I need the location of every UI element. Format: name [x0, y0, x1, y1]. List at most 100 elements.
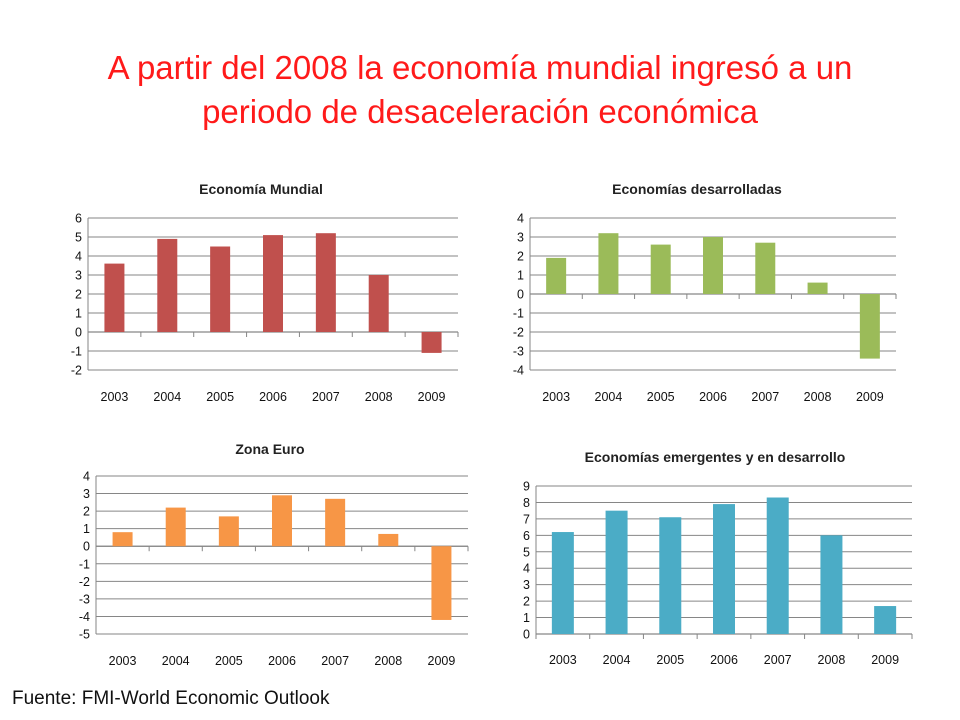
y-tick-label: 3: [75, 269, 82, 283]
bar-2008: [378, 533, 399, 547]
bar-2008: [820, 535, 843, 634]
chart-zona-euro-svg: Zona Euro -5 -4 -3 -2 -1 0 1 2 3 4 2003 2004 2005 2006…: [79, 441, 469, 668]
slide-title-line-1: A partir del 2008 la economía mundial in…: [107, 49, 853, 86]
y-tick-label: -5: [79, 628, 90, 642]
x-tick-label: 2003: [109, 654, 137, 668]
x-tick-label: 2009: [856, 390, 884, 404]
bar-2004: [605, 510, 628, 634]
x-tick-label: 2006: [699, 390, 727, 404]
bar-2004: [598, 233, 619, 294]
chart-economias-emergentes-svg: Economías emergentes y en desarrollo 0 1 2 3…: [523, 449, 913, 667]
x-tick-label: 2006: [268, 654, 296, 668]
bar-2007: [325, 498, 346, 547]
y-tick-label: 5: [75, 231, 82, 245]
bar-2004: [157, 238, 178, 332]
chart-economias-desarrolladas: Economías desarrolladas -4 -3 -2 -1 0 1 2 3 4 2003…: [488, 172, 906, 410]
y-tick-label: 5: [523, 545, 530, 559]
y-tick-label: -3: [513, 345, 524, 359]
bar-2007: [766, 497, 789, 634]
y-tick-label: 4: [83, 470, 90, 484]
x-tick-label: 2008: [818, 653, 846, 667]
y-tick-label: -1: [513, 307, 524, 321]
bar-2009: [874, 606, 897, 634]
source-note: Fuente: FMI-World Economic Outlook: [12, 688, 330, 709]
bar-2003: [546, 257, 567, 294]
y-tick-label: -2: [513, 326, 524, 340]
bar-2003: [112, 532, 133, 547]
y-tick-label: 1: [517, 269, 524, 283]
chart-zona-euro: Zona Euro -5 -4 -3 -2 -1 0 1 2 3 4 2003 2004 2005 2006…: [58, 432, 470, 674]
bar-2006: [272, 495, 292, 547]
chart-economia-mundial-svg: Economía Mundial -2 -1 0 1 2 3 4 5 6 2003 2004 2005 2…: [71, 181, 459, 404]
y-tick-label: -4: [79, 610, 90, 624]
slide-title-line-2: periodo de desaceleración económica: [202, 93, 758, 130]
x-tick-label: 2005: [215, 654, 243, 668]
bar-2009: [421, 332, 442, 353]
y-tick-label: 3: [523, 578, 530, 592]
y-tick-label: 4: [517, 212, 524, 226]
y-tick-label: 2: [75, 288, 82, 302]
bar-2008: [368, 275, 389, 332]
y-tick-label: -2: [71, 364, 82, 378]
y-tick-label: 2: [523, 595, 530, 609]
x-tick-label: 2006: [259, 390, 287, 404]
x-tick-label: 2004: [603, 653, 631, 667]
bar-2004: [165, 507, 186, 547]
chart-economia-mundial: Economía Mundial -2 -1 0 1 2 3 4 5 6 2003 2004 2005 2…: [52, 172, 470, 410]
x-tick-label: 2008: [374, 654, 402, 668]
bar-2007: [755, 242, 776, 294]
y-tick-label: 6: [523, 529, 530, 543]
x-tick-label: 2005: [647, 390, 675, 404]
x-tick-label: 2005: [656, 653, 684, 667]
y-tick-label: 0: [517, 288, 524, 302]
bar-2005: [218, 516, 239, 547]
x-tick-label: 2009: [871, 653, 899, 667]
x-tick-label: 2004: [153, 390, 181, 404]
slide-title: A partir del 2008 la economía mundial in…: [60, 46, 900, 134]
y-tick-label: 2: [517, 250, 524, 264]
y-tick-label: -1: [79, 557, 90, 571]
x-tick-label: 2007: [764, 653, 792, 667]
bar-2008: [807, 282, 828, 294]
x-tick-label: 2004: [162, 654, 190, 668]
bar-2003: [551, 532, 574, 634]
y-tick-label: 1: [523, 611, 530, 625]
bar-2009: [859, 294, 880, 359]
y-tick-label: 0: [75, 326, 82, 340]
chart-title: Zona Euro: [235, 441, 304, 457]
y-tick-label: 3: [517, 231, 524, 245]
y-tick-label: 7: [523, 512, 530, 526]
chart-title: Economías desarrolladas: [612, 181, 782, 197]
y-tick-label: -4: [513, 364, 524, 378]
x-tick-label: 2008: [365, 390, 393, 404]
y-tick-label: -2: [79, 575, 90, 589]
bar-2006: [263, 235, 283, 332]
chart-economias-desarrolladas-svg: Economías desarrolladas -4 -3 -2 -1 0 1 2 3 4 2003…: [513, 181, 897, 404]
x-tick-label: 2003: [549, 653, 577, 667]
y-tick-label: 2: [83, 505, 90, 519]
x-tick-label: 2003: [542, 390, 570, 404]
bar-2005: [210, 246, 231, 332]
x-tick-label: 2007: [312, 390, 340, 404]
x-tick-label: 2003: [101, 390, 129, 404]
y-tick-label: -1: [71, 345, 82, 359]
x-tick-label: 2006: [710, 653, 738, 667]
x-tick-label: 2009: [418, 390, 446, 404]
bar-2005: [650, 244, 671, 294]
y-tick-label: 1: [83, 522, 90, 536]
y-tick-label: 0: [83, 540, 90, 554]
bar-2005: [659, 517, 682, 634]
bar-2006: [703, 237, 723, 294]
x-tick-label: 2007: [321, 654, 349, 668]
chart-title: Economías emergentes y en desarrollo: [585, 449, 846, 465]
x-tick-label: 2004: [595, 390, 623, 404]
bar-2003: [104, 263, 125, 332]
x-tick-label: 2007: [751, 390, 779, 404]
chart-economias-emergentes: Economías emergentes y en desarrollo 0 1 2 3…: [498, 436, 922, 674]
y-tick-label: 4: [523, 562, 530, 576]
y-tick-label: 3: [83, 487, 90, 501]
y-tick-label: -3: [79, 592, 90, 606]
chart-title: Economía Mundial: [199, 181, 323, 197]
y-tick-label: 9: [523, 480, 530, 494]
x-tick-label: 2008: [804, 390, 832, 404]
